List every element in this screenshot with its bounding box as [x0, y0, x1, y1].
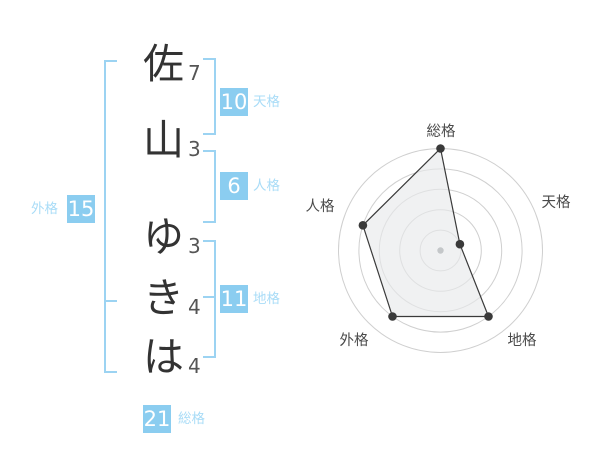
radar-axis-label: 地格 [508, 332, 537, 349]
gaikaku-label: 外格 [31, 201, 58, 217]
chikaku-bracket [203, 240, 216, 358]
name-char-row: は 4 [133, 333, 201, 381]
jinkaku-score-badge: 6 [220, 172, 248, 200]
jinkaku-label: 人格 [253, 178, 280, 194]
name-char: ゆ [143, 213, 184, 261]
radar-center-dot [437, 247, 444, 254]
jinkaku-bracket [203, 150, 216, 223]
stroke-count: 7 [188, 61, 201, 85]
radar-data-point [484, 312, 493, 321]
chikaku-bracket-tick [203, 296, 215, 298]
soukaku-score-badge: 21 [143, 405, 171, 433]
tenkaku-score-badge: 10 [220, 88, 248, 116]
name-char-row: 佐 7 [133, 40, 201, 88]
stroke-count: 3 [188, 137, 201, 161]
radar-axis-label: 人格 [306, 198, 335, 215]
stroke-count: 4 [188, 295, 201, 319]
radar-data-point [388, 312, 397, 321]
tenkaku-bracket [203, 58, 216, 135]
radar-axis-label: 天格 [542, 194, 571, 211]
name-char: は [143, 333, 184, 381]
radar-data-polygon [362, 147, 490, 318]
radar-data-point [436, 144, 445, 153]
tenkaku-label: 天格 [253, 94, 280, 110]
name-char: 佐 [143, 40, 184, 88]
radar-axis-label: 外格 [340, 332, 369, 349]
chikaku-score-badge: 11 [220, 285, 248, 313]
gaikaku-score-badge: 15 [67, 195, 95, 223]
soukaku-label: 総格 [178, 411, 205, 427]
radar-data-point [358, 221, 368, 230]
name-char-row: 山 3 [133, 116, 201, 164]
stroke-count: 3 [188, 234, 201, 258]
radar-data-point [455, 239, 465, 249]
gaikaku-bracket-tick [105, 300, 117, 302]
chikaku-label: 地格 [253, 291, 280, 307]
stroke-count: 4 [188, 354, 201, 378]
name-char: き [143, 274, 184, 322]
name-char: 山 [143, 116, 184, 164]
gaikaku-bracket [104, 60, 117, 373]
name-char-row: き 4 [133, 274, 201, 322]
radar-axis-label: 総格 [427, 123, 456, 140]
name-char-row: ゆ 3 [133, 213, 201, 261]
